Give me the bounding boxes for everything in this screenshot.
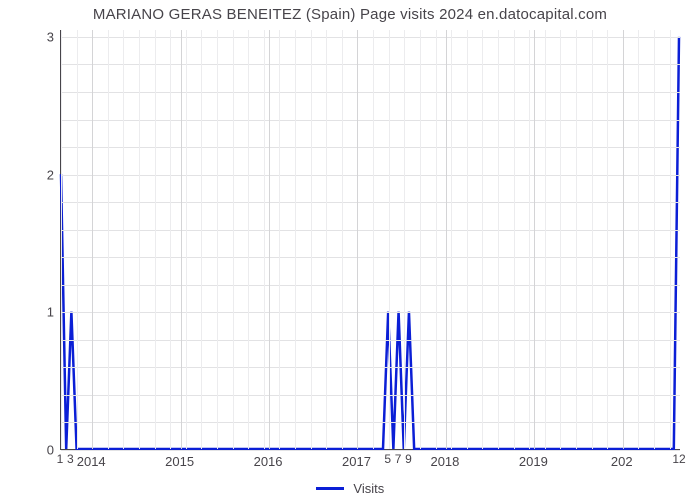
gridline-v-minor [279, 30, 280, 449]
gridline-v-minor [560, 30, 561, 449]
gridline-v-minor [264, 30, 265, 449]
gridline-v-minor [77, 30, 78, 449]
gridline-v-minor [529, 30, 530, 449]
gridline-v-major [446, 30, 447, 449]
gridline-v-minor [514, 30, 515, 449]
legend: Visits [0, 480, 700, 496]
gridline-v-major [181, 30, 182, 449]
x-index-label: 1 [57, 452, 64, 466]
gridline-v-major [92, 30, 93, 449]
gridline-v-minor [670, 30, 671, 449]
gridline-v-minor [638, 30, 639, 449]
gridline-v-major [269, 30, 270, 449]
x-index-label: 9 [405, 452, 412, 466]
chart-title: MARIANO GERAS BENEITEZ (Spain) Page visi… [0, 6, 700, 23]
x-tick-label: 2018 [430, 454, 459, 469]
gridline-v-minor [342, 30, 343, 449]
gridline-v-minor [607, 30, 608, 449]
x-tick-label: 2015 [165, 454, 194, 469]
gridline-v-minor [654, 30, 655, 449]
gridline-v-minor [170, 30, 171, 449]
gridline-v-minor [576, 30, 577, 449]
gridline-v-minor [467, 30, 468, 449]
gridline-v-minor [545, 30, 546, 449]
gridline-v-minor [248, 30, 249, 449]
x-tick-label: 202 [611, 454, 633, 469]
gridline-v-minor [498, 30, 499, 449]
x-tick-label: 2016 [254, 454, 283, 469]
gridline-v-major [534, 30, 535, 449]
y-tick-label: 0 [30, 443, 54, 458]
gridline-v-minor [123, 30, 124, 449]
plot-area [60, 30, 680, 450]
gridline-v-minor [373, 30, 374, 449]
gridline-v-minor [233, 30, 234, 449]
x-index-label: 3 [67, 452, 74, 466]
y-tick-label: 3 [30, 29, 54, 44]
x-tick-label: 2014 [77, 454, 106, 469]
gridline-v-major [357, 30, 358, 449]
x-tick-label: 2017 [342, 454, 371, 469]
gridline-v-minor [404, 30, 405, 449]
gridline-v-minor [451, 30, 452, 449]
gridline-v-minor [155, 30, 156, 449]
gridline-v-minor [436, 30, 437, 449]
gridline-v-minor [311, 30, 312, 449]
gridline-v-minor [61, 30, 62, 449]
gridline-v-minor [186, 30, 187, 449]
gridline-v-minor [201, 30, 202, 449]
x-index-label: 7 [395, 452, 402, 466]
legend-swatch [316, 487, 344, 490]
gridline-v-minor [482, 30, 483, 449]
gridline-v-minor [295, 30, 296, 449]
visits-line-chart: MARIANO GERAS BENEITEZ (Spain) Page visi… [0, 0, 700, 500]
gridline-v-minor [420, 30, 421, 449]
gridline-v-minor [389, 30, 390, 449]
gridline-v-minor [108, 30, 109, 449]
y-tick-label: 2 [30, 167, 54, 182]
gridline-v-major [623, 30, 624, 449]
x-index-label: 5 [384, 452, 391, 466]
gridline-v-minor [217, 30, 218, 449]
gridline-v-minor [326, 30, 327, 449]
x-index-label: 12 [672, 452, 685, 466]
y-tick-label: 1 [30, 305, 54, 320]
gridline-v-minor [592, 30, 593, 449]
legend-label: Visits [353, 481, 384, 496]
gridline-v-minor [139, 30, 140, 449]
x-tick-label: 2019 [519, 454, 548, 469]
gridline-h [61, 450, 680, 451]
